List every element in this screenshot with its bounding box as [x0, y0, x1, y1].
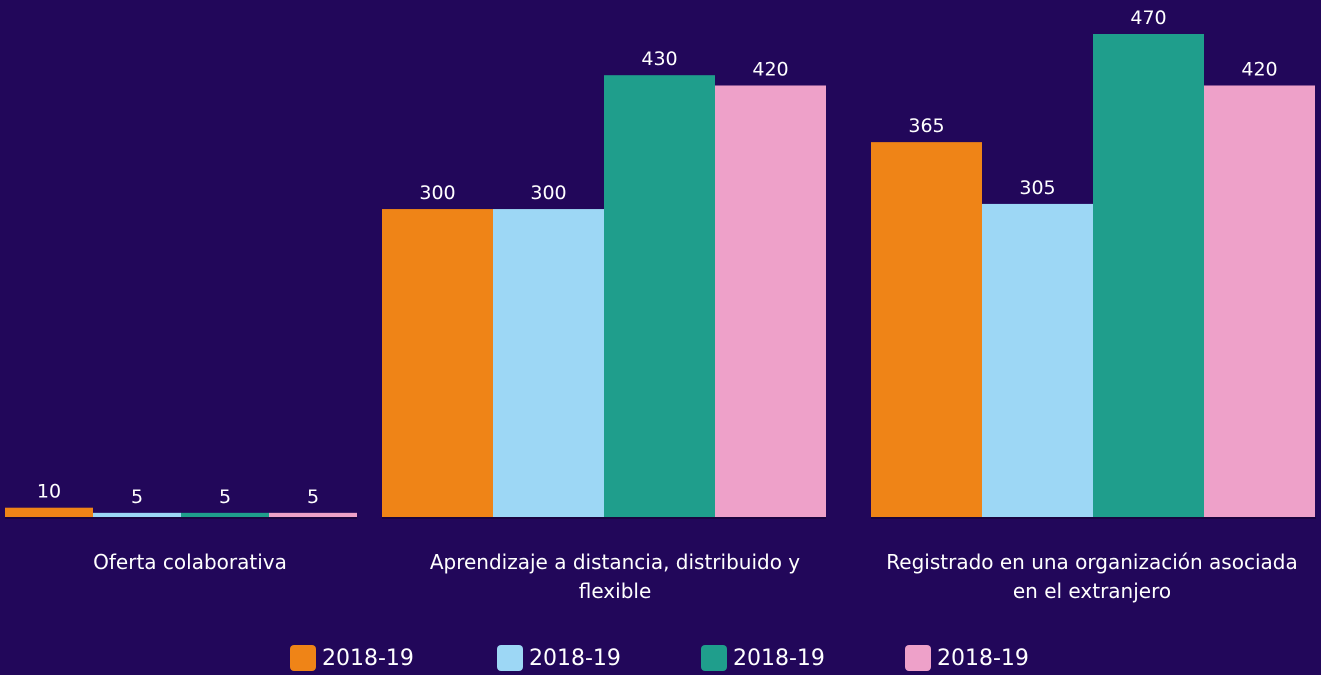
value-label: 470	[1130, 7, 1166, 29]
bar	[1093, 34, 1204, 518]
value-label: 420	[752, 58, 788, 80]
bar	[181, 512, 269, 518]
value-label: 365	[908, 115, 944, 137]
category-label: Aprendizaje a distancia, distribuido y f…	[429, 550, 801, 603]
value-label: 305	[1019, 177, 1055, 199]
legend-item: 2018-19	[497, 645, 621, 671]
bar	[982, 203, 1093, 518]
category-label: Oferta colaborativa	[93, 550, 287, 574]
bar	[269, 512, 357, 518]
value-label: 5	[219, 486, 231, 508]
legend-label: 2018-19	[322, 645, 414, 671]
value-label: 5	[307, 486, 319, 508]
value-label: 300	[419, 182, 455, 204]
legend-label: 2018-19	[937, 645, 1029, 671]
bar	[1204, 85, 1315, 518]
bar	[382, 209, 493, 518]
value-label: 430	[641, 48, 677, 70]
bar	[871, 142, 982, 518]
legend-swatch	[290, 645, 316, 671]
legend-item: 2018-19	[701, 645, 825, 671]
bar	[93, 512, 181, 518]
bar	[715, 85, 826, 518]
bar	[5, 507, 93, 518]
value-label: 10	[37, 481, 61, 503]
legend-item: 2018-19	[290, 645, 414, 671]
category-label: Registrado en una organización asociada …	[886, 550, 1298, 603]
value-label: 300	[530, 182, 566, 204]
legend-swatch	[497, 645, 523, 671]
legend-label: 2018-19	[733, 645, 825, 671]
legend-item: 2018-19	[905, 645, 1029, 671]
bar	[493, 209, 604, 518]
legend-swatch	[905, 645, 931, 671]
value-label: 5	[131, 486, 143, 508]
bar	[604, 75, 715, 518]
value-label: 420	[1241, 58, 1277, 80]
legend-swatch	[701, 645, 727, 671]
legend-label: 2018-19	[529, 645, 621, 671]
